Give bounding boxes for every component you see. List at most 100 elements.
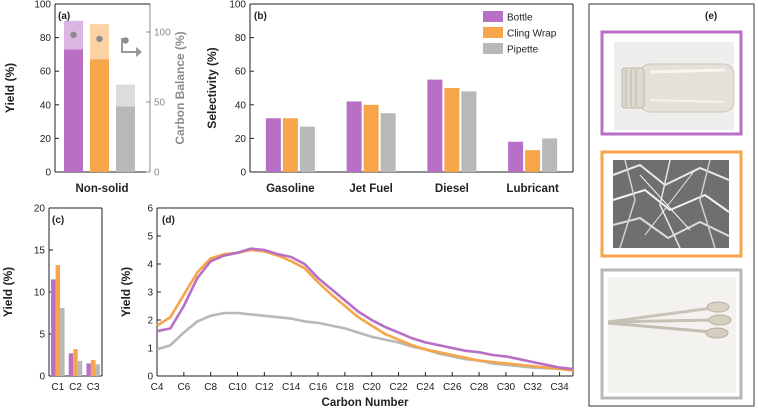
panel-d: (d) 0 1 2 3 4 5 6 C4 C6 C8 C10 C12 C14 C16 C18 C20 C22 C2… [119, 204, 574, 409]
panel-b-legend-swatch [483, 11, 503, 22]
panel-b-bar-cling-wrap [525, 150, 541, 172]
panel-b-bar-pipette [461, 91, 477, 172]
panel-a-label: (a) [58, 11, 70, 22]
panel-a-y2label: Carbon Balance (%) [173, 31, 187, 144]
panel-a-carbon-balance-point [70, 31, 77, 38]
panel-d-xtick-label: C28 [470, 382, 489, 393]
panel-c-label: (c) [52, 215, 64, 226]
panel-a-bar-bottle [64, 49, 83, 172]
panel-d-xtick-label: C16 [309, 382, 328, 393]
panel-c-xtick-label: C2 [69, 382, 82, 393]
panel-c-xtick-label: C1 [51, 382, 64, 393]
arrowhead-icon [136, 47, 142, 57]
panel-b-bar-bottle [508, 141, 524, 172]
panel-d-ytick-label: 0 [147, 372, 153, 383]
panel-b-xtick-label: Jet Fuel [349, 183, 392, 195]
panel-b-legend-label: Bottle [507, 13, 533, 24]
panel-c-xtick-label: C3 [87, 382, 100, 393]
panel-d-ytick-label: 3 [147, 288, 153, 299]
panel-b-legend-label: Cling Wrap [507, 29, 557, 40]
panel-d-xtick-label: C20 [363, 382, 382, 393]
panel-d-xtick-label: C4 [151, 382, 164, 393]
panel-d-xtick-label: C26 [443, 382, 462, 393]
panel-a: (a) 0 20 40 60 80 100 0 50 100 Non-solid Yield (… [3, 0, 187, 195]
panel-e-label: (e) [705, 11, 717, 22]
panel-c: (c) 0 5 10 15 20 C1 C2 C3 Yield (%) [1, 204, 103, 393]
panel-d-xtick-label: C10 [228, 382, 247, 393]
panel-d-xtick-label: C14 [282, 382, 301, 393]
panel-e: (e) [588, 3, 755, 407]
panel-d-xtick-label: C24 [416, 382, 435, 393]
panel-d-xtick-label: C8 [204, 382, 217, 393]
panel-b-ytick-label: 60 [235, 67, 247, 78]
panel-c-ytick-label: 20 [34, 204, 46, 215]
cling-wrap-image [612, 159, 730, 249]
panel-c-ytick-label: 15 [34, 246, 46, 257]
panel-a-ytick-label: 60 [40, 67, 52, 78]
panel-d-ytick-label: 1 [147, 344, 153, 355]
panel-b-bar-bottle [346, 101, 362, 172]
pipette-image [607, 277, 736, 393]
panel-a-bar-pipette [116, 106, 135, 172]
panel-d-ytick-label: 4 [147, 260, 153, 271]
panel-d-xtick-label: C18 [336, 382, 355, 393]
arrow-icon [121, 38, 138, 53]
panel-b-ytick-label: 100 [229, 0, 246, 11]
panel-a-ytick-label: 20 [40, 134, 52, 145]
panel-a-ytick-label: 0 [45, 168, 51, 179]
panel-c-bar-pipette [95, 364, 100, 376]
panel-b-bar-cling-wrap [444, 88, 460, 172]
panel-c-bar-bottle [86, 363, 91, 376]
panel-b-xtick-label: Lubricant [506, 183, 559, 195]
panel-b: (b) 0 20 40 60 80 100 Gasoline Jet Fuel Diesel Lu… [205, 0, 574, 195]
panel-c-ytick-label: 5 [39, 330, 45, 341]
panel-b-xtick-label: Diesel [435, 183, 469, 195]
bottle-image [614, 42, 735, 130]
panel-d-ytick-label: 2 [147, 316, 153, 327]
panel-a-ytick-label: 80 [40, 33, 52, 44]
panel-c-ylabel: Yield (%) [1, 267, 15, 317]
panel-b-bar-cling-wrap [363, 104, 379, 172]
panel-d-xtick-label: C34 [550, 382, 569, 393]
panel-c-ytick-label: 10 [34, 288, 46, 299]
panel-c-ytick-label: 0 [39, 372, 45, 383]
panel-d-ylabel: Yield (%) [119, 267, 133, 317]
panel-c-bar-cling-wrap [73, 349, 78, 376]
panel-a-bar-cling-wrap [90, 59, 109, 172]
panel-a-carbon-balance-point [96, 35, 103, 43]
panel-a-y2tick-label: 50 [154, 98, 166, 109]
panel-d-ytick-label: 5 [147, 232, 153, 243]
panel-a-bar-upper-pipette [116, 84, 135, 107]
panel-c-bar-cling-wrap [55, 265, 61, 376]
panel-b-legend-label: Pipette [507, 45, 539, 56]
panel-b-bar-pipette [380, 113, 396, 172]
panel-a-y2tick-label: 0 [154, 168, 160, 179]
panel-b-bar-bottle [427, 79, 443, 172]
panel-a-carbon-balance-point [122, 37, 129, 44]
panel-c-bar-bottle [51, 279, 56, 376]
panel-c-bar-bottle [68, 353, 74, 376]
panel-b-xtick-label: Gasoline [266, 183, 315, 195]
panel-b-legend: Bottle Cling Wrap Pipette [483, 11, 557, 56]
panel-d-ytick-label: 6 [147, 204, 153, 215]
panel-b-ytick-label: 40 [235, 100, 247, 111]
panel-d-label: (d) [162, 215, 175, 226]
panel-b-bar-bottle [265, 118, 281, 172]
panel-b-ytick-label: 20 [235, 134, 247, 145]
panel-b-label: (b) [254, 11, 267, 22]
panel-b-bar-cling-wrap [282, 118, 298, 172]
panel-b-ylabel: Selectivity (%) [205, 47, 219, 128]
panel-d-xtick-label: C30 [497, 382, 516, 393]
panel-c-bar-cling-wrap [90, 360, 96, 376]
panel-b-ytick-label: 0 [240, 168, 246, 179]
panel-d-xlabel: Carbon Number [322, 397, 409, 409]
panel-d-line-pipette [156, 311, 574, 372]
panel-c-bar-pipette [60, 307, 65, 376]
panel-d-xtick-label: C6 [177, 382, 190, 393]
panel-a-y2tick-label: 100 [154, 28, 171, 39]
panel-a-xlabel: Non-solid [75, 183, 128, 195]
panel-a-ylabel: Yield (%) [3, 63, 17, 113]
panel-b-legend-swatch [483, 43, 503, 54]
panel-c-bar-pipette [77, 360, 83, 376]
